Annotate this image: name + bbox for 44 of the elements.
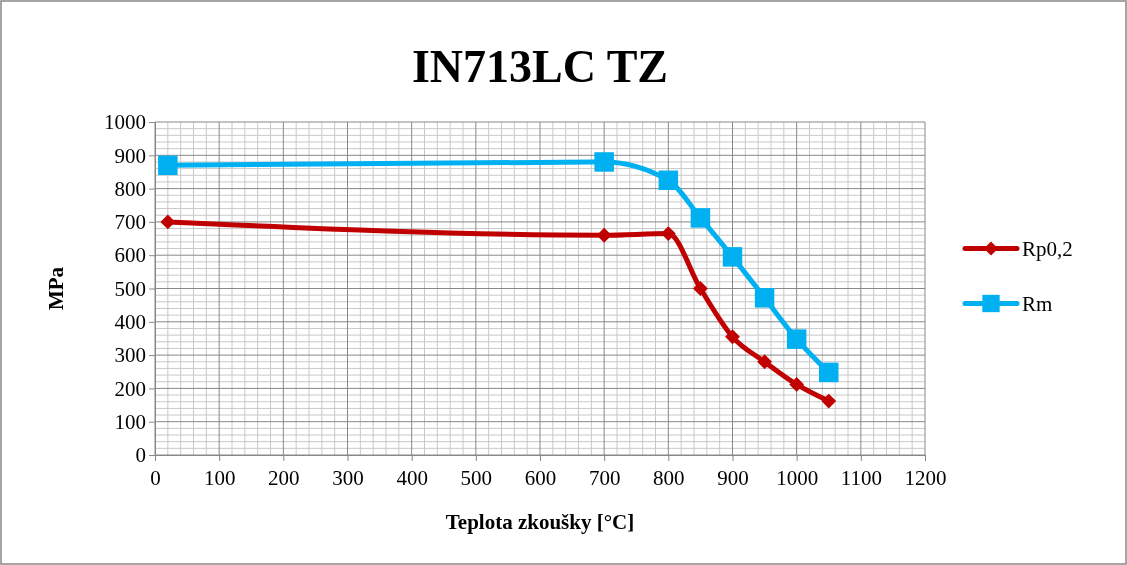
x-tick-label: 800 [653,466,685,490]
x-tick-label: 1100 [840,466,882,490]
point [722,247,743,267]
point [821,393,837,409]
point [594,152,614,172]
point [786,329,807,349]
point [754,288,775,308]
y-tick-label: 400 [114,310,146,335]
y-tick-label: 700 [114,210,146,235]
point [693,281,708,296]
y-tick-label: 600 [114,243,146,268]
x-tick-label: 500 [460,466,493,490]
y-tick-label: 900 [114,143,146,168]
x-tick-label: 900 [717,466,749,490]
y-tick-label: 300 [114,343,146,368]
point [160,214,176,230]
y-tick-label: 800 [114,176,146,201]
y-tick-label: 0 [135,443,146,468]
x-tick-label: 200 [268,466,300,490]
point [690,208,711,228]
y-tick-label: 200 [114,376,146,401]
point [596,227,612,243]
legend-label: Rm [1022,291,1053,316]
x-tick-label: 100 [203,466,236,490]
x-tick-label: 1000 [776,466,819,490]
x-tick-label: 0 [150,466,161,490]
point [789,376,805,392]
x-tick-label: 300 [332,466,364,490]
chart-title: IN713LC TZ [411,41,669,92]
x-tick-label: 400 [396,466,428,490]
point [158,155,178,176]
legend-label: Rp0,2 [1022,236,1073,261]
point [725,329,740,345]
y-tick-label: 100 [114,409,146,434]
x-tick-label: 1200 [904,466,947,490]
point [757,354,772,370]
y-axis-title: MPa [44,266,68,311]
x-tick-label: 700 [588,466,621,490]
x-tick-label: 600 [524,466,557,490]
x-axis-title: Teplota zkoušky [°C] [445,510,635,534]
point [819,362,839,383]
y-tick-label: 1000 [104,110,146,135]
y-tick-label: 500 [114,276,146,301]
point [658,170,679,191]
